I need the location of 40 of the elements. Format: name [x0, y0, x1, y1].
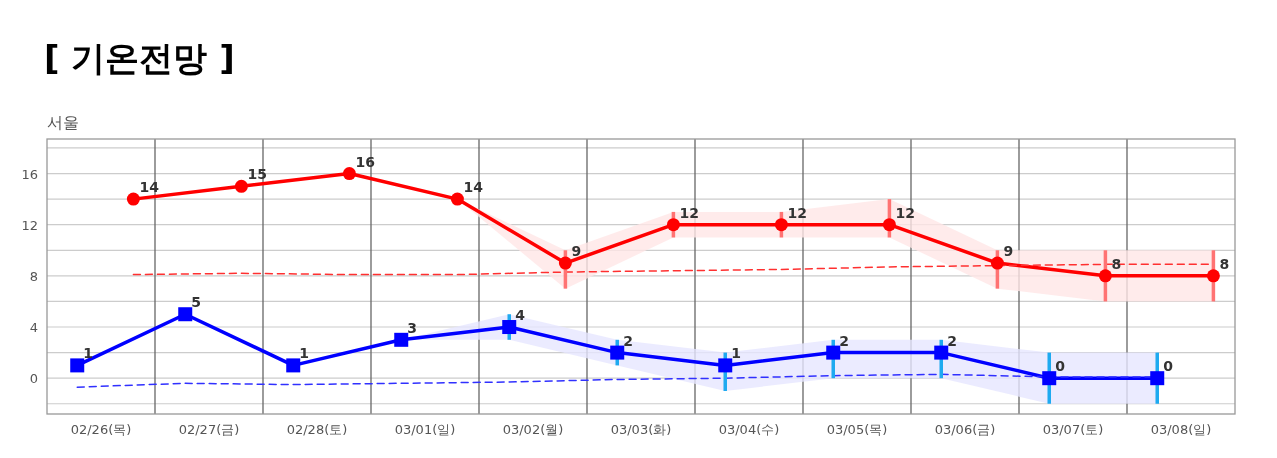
data-label: 9	[571, 243, 582, 260]
data-label: 1	[83, 345, 93, 362]
data-label: 2	[947, 332, 957, 349]
data-label: 2	[839, 332, 849, 349]
y-tick-label: 4	[29, 320, 38, 336]
data-label: 1	[731, 345, 741, 362]
data-label: 16	[355, 153, 375, 170]
data-label: 15	[247, 166, 267, 183]
data-label: 1	[299, 345, 309, 362]
y-tick-label: 8	[29, 268, 38, 284]
y-tick-label: 12	[21, 217, 38, 233]
x-tick-label: 03/05(목)	[826, 422, 888, 437]
x-tick-label: 03/04(수)	[718, 422, 780, 437]
x-tick-label: 03/02(월)	[502, 422, 564, 437]
data-label: 8	[1111, 255, 1122, 272]
y-axis-title: 서울	[47, 113, 79, 132]
data-label: 0	[1163, 358, 1174, 375]
data-label: 12	[787, 204, 807, 221]
data-label: 2	[623, 332, 633, 349]
data-label: 8	[1219, 255, 1230, 272]
chart-title: [ 기온전망 ]	[44, 38, 235, 78]
data-label: 5	[191, 294, 201, 311]
data-label: 14	[139, 179, 160, 196]
data-label: 12	[895, 204, 915, 221]
x-tick-label: 03/08(일)	[1150, 422, 1212, 437]
data-label: 9	[1003, 243, 1014, 260]
x-tick-label: 02/27(금)	[178, 422, 240, 437]
x-tick-label: 03/01(일)	[394, 422, 456, 437]
data-label: 3	[407, 319, 417, 336]
data-label: 0	[1055, 358, 1066, 375]
x-tick-label: 03/06(금)	[934, 422, 996, 437]
x-tick-label: 03/07(토)	[1042, 422, 1104, 437]
data-label: 12	[679, 204, 699, 221]
y-tick-label: 16	[21, 166, 38, 182]
y-tick-label: 0	[29, 371, 38, 387]
data-label: 14	[463, 179, 484, 196]
data-label: 4	[515, 307, 526, 324]
x-tick-label: 03/03(화)	[610, 422, 672, 437]
x-tick-label: 02/28(토)	[286, 422, 348, 437]
x-tick-label: 02/26(목)	[70, 422, 132, 437]
